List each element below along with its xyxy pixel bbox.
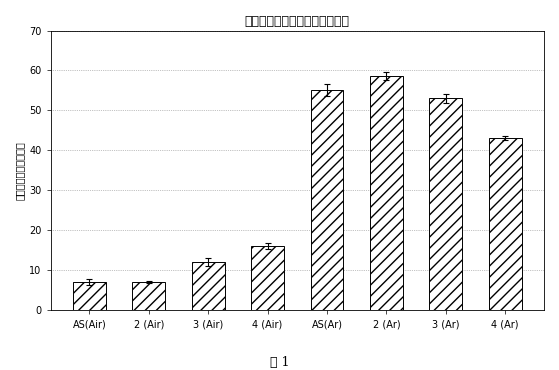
Bar — [132, 282, 165, 310]
Y-axis label: ピークエリア（任意）: ピークエリア（任意） — [15, 141, 25, 200]
Bar — [192, 262, 225, 310]
Bar — [489, 138, 522, 310]
Text: 図 1: 図 1 — [270, 356, 289, 369]
Bar — [429, 98, 462, 310]
Bar — [73, 282, 106, 310]
Title: 亜酸化窒素ヘッドスペース解析: 亜酸化窒素ヘッドスペース解析 — [245, 15, 350, 28]
Bar — [311, 90, 343, 310]
Bar — [370, 77, 402, 310]
Bar — [251, 246, 284, 310]
